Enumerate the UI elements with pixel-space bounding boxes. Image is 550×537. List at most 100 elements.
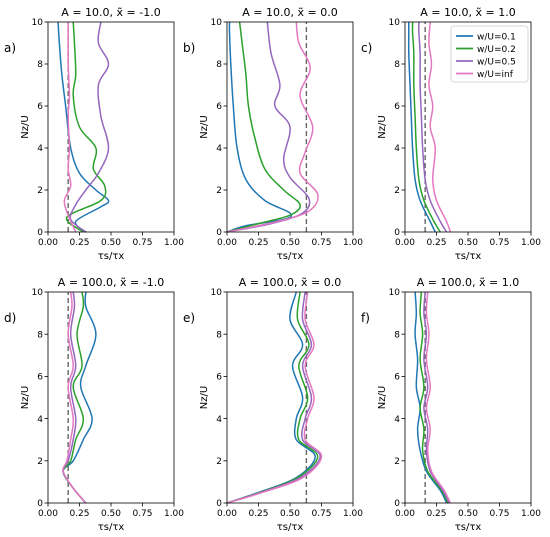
x-axis-label: τs/τx [98,251,125,262]
y-tick-label: 0 [216,499,222,509]
y-axis-label: Nz/U [377,386,388,409]
y-tick-label: 8 [216,330,222,340]
series-line-w-u-0-1 [407,22,436,233]
legend-entry: w/U=0.2 [477,45,516,55]
x-tick-label: 0.50 [280,509,300,519]
axes-frame [47,291,175,504]
y-tick-label: 4 [394,144,400,154]
series-line-w-u-inf [425,291,452,504]
x-tick-label: 0.00 [217,238,237,248]
y-axis-label: Nz/U [20,115,31,138]
panel-label: d) [4,311,16,325]
y-tick-label: 4 [37,415,43,425]
y-tick-label: 6 [37,102,43,112]
x-tick-label: 1.00 [343,238,363,248]
subplot-b: 0.00 0.25 0.50 0.75 1.00 0 2 4 6 8 10 A = 10.0, x̃ … [183,6,363,262]
x-tick-label: 0.50 [101,238,121,248]
y-tick-label: 2 [37,457,43,467]
y-tick-label: 6 [37,373,43,383]
series-line-w-u-inf [226,291,323,504]
y-tick-label: 0 [394,228,400,238]
subplot-e: 0.00 0.25 0.50 0.75 1.00 0 2 4 6 8 10 A = 100.0, x̃… [183,276,363,533]
x-tick-label: 0.50 [101,509,121,519]
series-line-w-u-0-1 [226,291,316,504]
y-axis-label: Nz/U [199,115,210,138]
series-line-w-u-0-5 [69,21,110,233]
y-tick-label: 2 [394,186,400,196]
y-tick-label: 4 [216,415,222,425]
y-tick-label: 10 [211,288,223,298]
y-tick-label: 10 [32,18,44,28]
x-axis-label: τs/τx [455,522,482,533]
y-tick-label: 8 [394,330,400,340]
y-tick-label: 10 [389,288,401,298]
x-tick-label: 0.00 [395,509,415,519]
subplot-f: 0.00 0.25 0.50 0.75 1.00 0 2 4 6 8 10 A = 100.0, x̃… [361,276,541,533]
series-line-w-u-0-5 [226,291,321,504]
y-tick-label: 6 [394,102,400,112]
x-tick-label: 0.50 [458,238,478,248]
y-tick-label: 4 [216,144,222,154]
y-tick-label: 0 [216,228,222,238]
y-tick-label: 2 [216,457,222,467]
y-tick-label: 4 [37,144,43,154]
legend: w/U=0.1 w/U=0.2 w/U=0.5 w/U=inf [450,25,529,83]
panel-label: b) [183,41,195,55]
x-tick-label: 0.25 [248,509,268,519]
series-line-w-u-0-2 [411,22,441,233]
x-tick-label: 1.00 [521,509,541,519]
x-axis-label: τs/τx [277,522,304,533]
y-tick-label: 0 [37,228,43,238]
x-tick-label: 0.75 [132,238,152,248]
y-tick-label: 8 [216,60,222,70]
x-tick-label: 0.75 [311,238,331,248]
series-line-w-u-0-1 [57,21,110,233]
x-tick-label: 0.75 [311,509,331,519]
x-tick-label: 0.50 [280,238,300,248]
series-line-w-u-0-1 [226,21,293,233]
subplot-title: A = 10.0, x̃ = -1.0 [61,6,160,19]
panel-label: f) [361,311,370,325]
x-tick-label: 1.00 [521,238,541,248]
y-tick-label: 2 [216,186,222,196]
axes-frame [226,291,354,504]
x-axis-label: τs/τx [98,522,125,533]
x-tick-label: 0.00 [217,509,237,519]
y-tick-label: 8 [37,330,43,340]
y-tick-label: 8 [37,60,43,70]
y-tick-label: 10 [211,18,223,28]
series-line-w-u-0-2 [62,291,87,504]
x-tick-label: 1.00 [164,238,184,248]
series-line-w-u-inf [428,21,452,233]
x-tick-label: 0.00 [38,509,58,519]
axes-frame [404,291,532,504]
panel-label: e) [183,311,195,325]
legend-entry: w/U=inf [477,70,514,80]
x-tick-label: 1.00 [164,509,184,519]
x-tick-label: 1.00 [343,509,363,519]
x-tick-label: 0.75 [489,509,509,519]
x-tick-label: 0.50 [458,509,478,519]
subplot-a: 0.00 0.25 0.50 0.75 1.00 0 2 4 6 8 10 A = 10.0, x̃ … [4,6,184,262]
series-line-w-u-0-2 [226,21,301,233]
legend-entry: w/U=0.5 [477,58,516,68]
panel-label: c) [361,41,372,55]
y-tick-label: 6 [394,373,400,383]
x-axis-label: τs/τx [277,251,304,262]
x-tick-label: 0.25 [69,509,89,519]
series-line-w-u-inf [226,21,319,233]
subplot-title: A = 10.0, x̃ = 1.0 [420,6,515,19]
legend-entry: w/U=0.1 [477,33,516,43]
x-axis-label: τs/τx [455,251,482,262]
subplot-title: A = 10.0, x̃ = 0.0 [242,6,337,19]
x-tick-label: 0.75 [132,509,152,519]
x-tick-label: 0.00 [38,238,58,248]
series-line-w-u-0-2 [419,291,449,504]
x-tick-label: 0.00 [395,238,415,248]
y-tick-label: 4 [394,415,400,425]
legend-box [450,25,529,83]
panel-label: a) [4,41,16,55]
y-tick-label: 10 [389,18,401,28]
series-line-w-u-0-2 [65,21,107,233]
y-axis-label: Nz/U [377,115,388,138]
